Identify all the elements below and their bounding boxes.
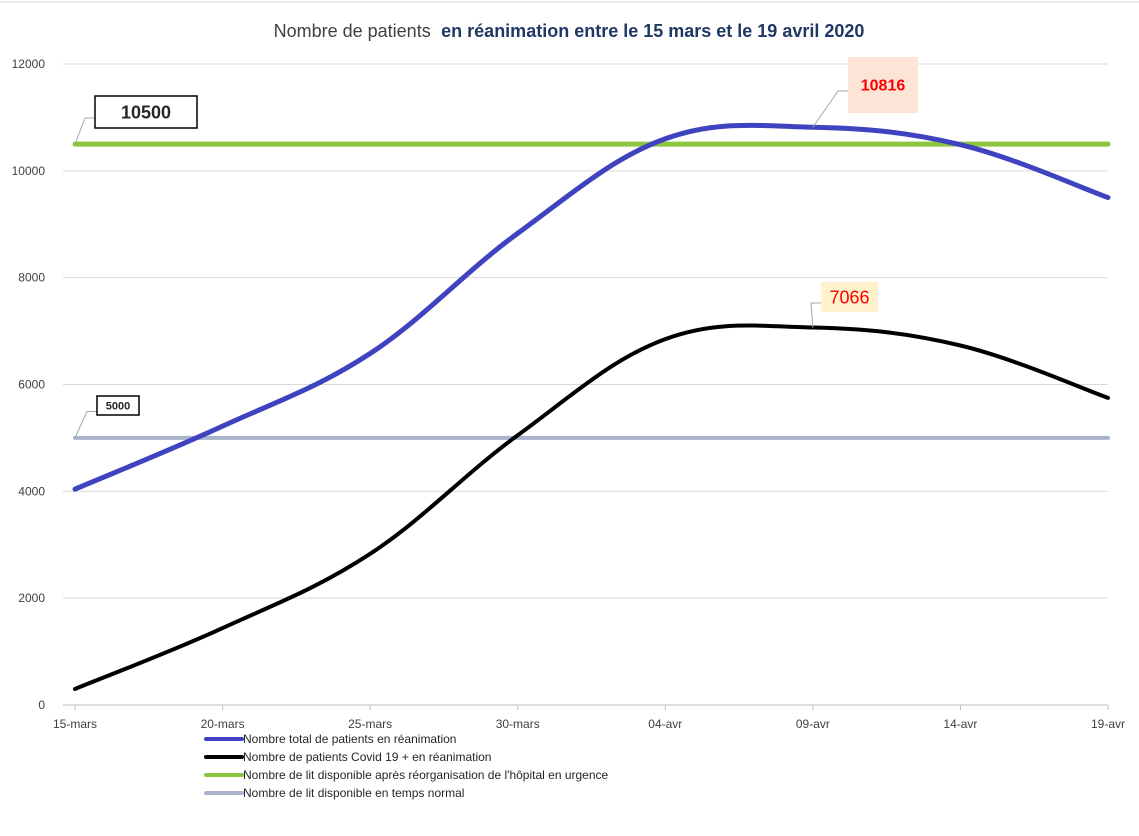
y-tick-label: 4000 [18,484,45,498]
annotation-peak-total-label: 10816 [861,78,906,95]
annotation-peak-covid-label: 7066 [829,287,869,307]
annotation-beds-urgence: 10500 [74,95,198,145]
x-tick-label: 30-mars [496,717,540,731]
legend-label-3: Nombre de lit disponible après réorganis… [243,768,609,782]
y-tick-label: 12000 [12,57,46,71]
annotations: 10816 7066 10500 5000 [74,57,918,439]
annotation-peak-total-leader [812,90,848,128]
legend: Nombre total de patients en réanimation N… [204,732,609,800]
annotation-beds-normal: 5000 [74,395,140,439]
x-axis-ticks: 15-mars 20-mars 25-mars 30-mars 04-avr 09-avr… [53,705,1125,731]
annotation-beds-urgence-box [94,95,198,129]
annotation-beds-urgence-label: 10500 [121,102,171,122]
x-tick-label: 15-mars [53,717,97,731]
y-tick-label: 0 [38,698,45,712]
chart-title-suffix: en réanimation entre le 15 mars et le 19… [441,21,864,41]
x-tick-label: 20-mars [201,717,245,731]
x-tick-label: 09-avr [796,717,830,731]
x-tick-label: 14-avr [943,717,977,731]
annotation-peak-covid-leader [810,302,821,328]
y-tick-label: 6000 [18,378,45,392]
legend-label-1: Nombre total de patients en réanimation [243,732,456,746]
annotation-beds-normal-box [96,395,140,416]
y-tick-label: 10000 [12,164,46,178]
y-tick-label: 2000 [18,591,45,605]
annotation-peak-covid: 7066 [810,282,878,328]
y-tick-label: 8000 [18,271,45,285]
legend-label-2: Nombre de patients Covid 19 + en réanima… [243,750,491,764]
x-tick-label: 19-avr [1091,717,1125,731]
chart-title: Nombre de patients en réanimation entre … [274,21,865,41]
annotation-peak-covid-box [821,282,878,312]
y-axis-ticks: 0 2000 4000 6000 8000 10000 12000 [12,57,46,712]
series-lines [72,122,1111,691]
series-line-1 [72,122,1111,492]
chart-title-prefix: Nombre de patients [274,21,431,41]
legend-label-4: Nombre de lit disponible en temps normal [243,786,464,800]
series-line-2 [73,323,1110,691]
x-tick-label: 04-avr [648,717,682,731]
annotation-beds-urgence-leader [74,117,95,145]
x-tick-label: 25-mars [348,717,392,731]
annotation-beds-normal-label: 5000 [106,400,130,412]
annotation-peak-total: 10816 [812,57,918,128]
annotation-peak-total-box [848,57,918,113]
annotation-beds-normal-leader [74,411,97,439]
